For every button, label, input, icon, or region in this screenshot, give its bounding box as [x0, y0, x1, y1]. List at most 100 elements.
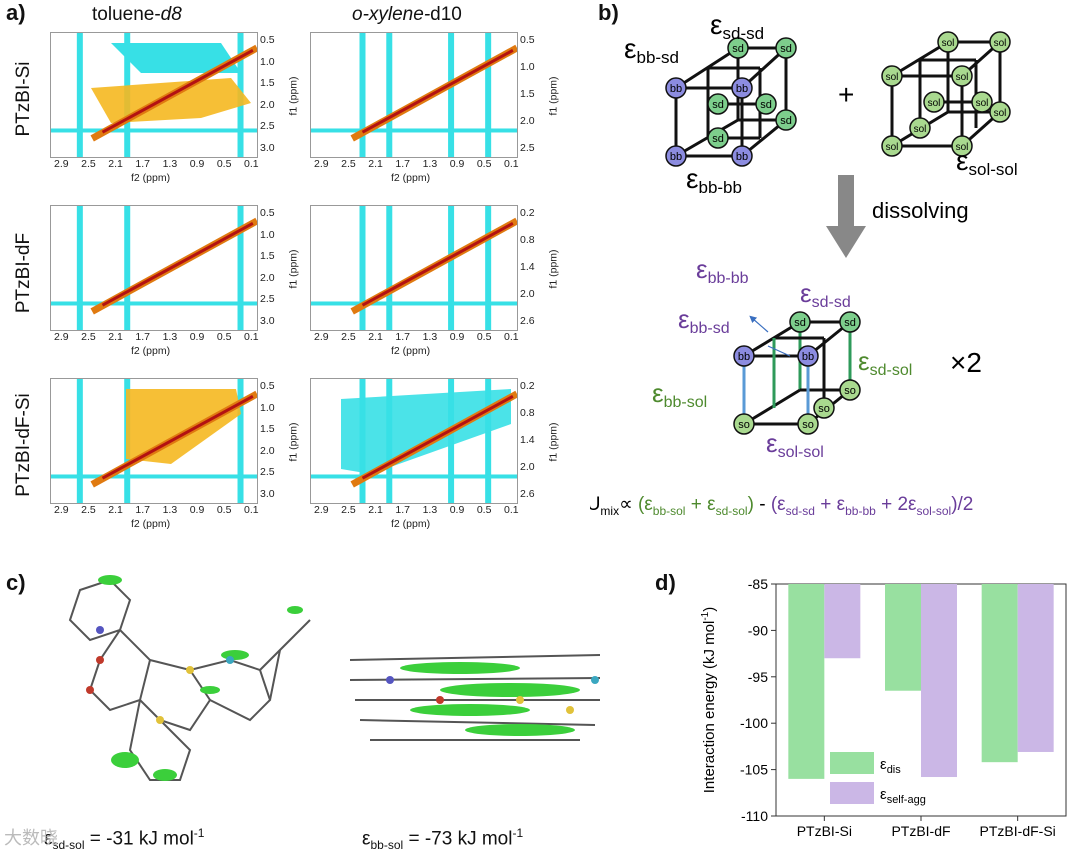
node-sd	[775, 109, 797, 131]
svg-text:bb: bb	[802, 351, 814, 363]
nmr-solvent-band	[124, 206, 131, 330]
nmr-solvent-band	[359, 33, 366, 157]
nmr-solvent-band	[51, 474, 257, 479]
nmr-x-tick: 0.1	[244, 504, 259, 516]
node-sd	[707, 93, 729, 115]
caption-sd-sol-eps: ε	[44, 828, 53, 850]
svg-text:sol: sol	[956, 142, 969, 153]
legend-label-self-agg: εself-agg	[880, 786, 926, 806]
nmr-spectrum-5	[50, 378, 258, 504]
nmr-x-tick: 2.9	[314, 331, 329, 343]
node-bb	[731, 145, 753, 167]
nmr-y-tick: 1.5	[260, 423, 275, 436]
nmr-x-tick: 2.1	[368, 504, 383, 516]
svg-text:sol: sol	[886, 142, 899, 153]
panel-label-d: d)	[655, 570, 676, 595]
nmr-x-tick: 2.9	[54, 331, 69, 343]
nmr-y-axis-title: f1 (ppm)	[547, 76, 560, 116]
label-eps-bb-sd-mixed: εbb-sd	[678, 304, 730, 337]
panel-label-b: b)	[598, 0, 619, 25]
nmr-x-tick: 2.1	[108, 331, 123, 343]
bar-dis-PTzBI-dF	[885, 584, 921, 691]
nmr-y-axis-title: f1 (ppm)	[547, 422, 560, 462]
nmr-spectrum-4	[310, 205, 518, 331]
nmr-solvent-band	[51, 128, 257, 133]
dissolving-label: dissolving	[872, 198, 969, 223]
nmr-x-tick: 1.7	[395, 158, 411, 170]
label-eps-sd-sd: εsd-sd	[710, 9, 764, 43]
node-sol	[881, 135, 903, 157]
nmr-y-tick: 1.0	[260, 401, 275, 414]
nmr-x-tick: 1.3	[422, 331, 438, 343]
nmr-diagonal-core	[101, 395, 254, 480]
node-sol	[989, 31, 1011, 53]
label-eps-sol-sol: εsol-sol	[956, 145, 1018, 179]
nmr-solvent-band	[311, 474, 517, 479]
x-tick-label: PTzBI-dF-Si	[980, 823, 1056, 839]
nmr-solvent-band	[386, 206, 393, 330]
nmr-solvent-band	[76, 379, 83, 503]
nmr-x-tick: 2.5	[81, 158, 96, 170]
nmr-solvent-band	[311, 128, 517, 133]
legend-label-dis: εdis	[880, 756, 901, 776]
nmr-y-tick: 0.5	[260, 34, 275, 46]
nmr-solvent-band	[237, 206, 244, 330]
nmr-x-tick: 1.3	[422, 158, 438, 170]
nmr-x-tick: 2.5	[341, 158, 356, 170]
x-tick-label: PTzBI-Si	[797, 823, 852, 839]
nmr-x-tick: 2.5	[81, 504, 96, 516]
node-bb-label: bb	[736, 83, 748, 95]
nmr-x-axis-title: f2 (ppm)	[131, 345, 171, 357]
nmr-solvent-band	[485, 379, 492, 503]
nmr-x-axis-title: f2 (ppm)	[391, 172, 431, 184]
svg-text:so: so	[802, 419, 814, 431]
bar-self-agg-PTzBI-dF-Si	[1017, 584, 1054, 752]
row-label-ptzbi-si: PTzBI-Si	[13, 61, 34, 137]
node-bb	[665, 77, 687, 99]
column-title-xylene: o-xylene-d10	[352, 4, 462, 26]
label-eps-sol-sol-mixed: εsol-sol	[766, 428, 824, 461]
molecular-structures	[68, 575, 601, 781]
label-eps-bb-bb-mixed: εbb-bb	[696, 254, 749, 287]
node-sol	[937, 31, 959, 53]
interaction-schematic: sd sd bb bb sd sd sd sd bb bb εsd-sd εbb…	[590, 9, 1018, 518]
nmr-cross-peak-region	[126, 389, 241, 464]
nmr-x-tick: 2.5	[341, 331, 356, 343]
nmr-x-tick: 0.5	[216, 504, 232, 516]
nmr-spectrum-6	[310, 378, 518, 504]
nmr-y-tick: 1.5	[260, 250, 275, 263]
nmr-y-tick: 0.5	[520, 34, 535, 46]
nmr-x-tick: 0.5	[476, 504, 492, 516]
caption-bb-sol-eps: ε	[362, 828, 371, 850]
nmr-x-tick: 2.5	[341, 504, 356, 516]
nmr-y-tick: 1.4	[520, 434, 535, 446]
nmr-spectrum-3	[50, 205, 258, 331]
nmr-y-tick: 2.0	[520, 288, 535, 300]
row-label-ptzbi-df: PTzBI-dF	[13, 232, 34, 314]
nmr-x-tick: 0.9	[189, 331, 205, 343]
molecule-right-atoms	[386, 676, 599, 714]
caption-sd-sol-sub: sd-sol	[52, 838, 85, 853]
nmr-x-tick: 0.5	[216, 158, 232, 170]
nmr-y-tick: 0.2	[520, 207, 535, 219]
nmr-x-tick: 0.9	[449, 331, 465, 343]
nmr-x-tick: 0.5	[216, 331, 232, 343]
node-sol	[971, 91, 993, 113]
nmr-x-tick: 1.7	[395, 331, 411, 343]
nmr-y-tick: 3.0	[260, 142, 275, 154]
svg-text:sol: sol	[942, 38, 955, 49]
svg-text:sd: sd	[794, 317, 806, 329]
nmr-y-tick: 2.0	[260, 98, 275, 111]
nmr-diagonal-core	[361, 395, 514, 480]
nmr-y-tick: 2.0	[260, 271, 275, 284]
nmr-x-tick: 1.7	[135, 504, 151, 516]
y-tick-label: -105	[740, 762, 768, 778]
node-sd-label: sd	[780, 115, 792, 127]
nmr-x-tick: 1.3	[422, 504, 438, 516]
nmr-solvent-band	[386, 33, 393, 157]
node-bb	[731, 77, 753, 99]
nmr-x-axis-title: f2 (ppm)	[391, 345, 431, 357]
node-sd-label: sd	[760, 99, 772, 111]
nmr-y-tick: 0.5	[260, 380, 275, 392]
node-sd-label: sd	[780, 43, 792, 55]
